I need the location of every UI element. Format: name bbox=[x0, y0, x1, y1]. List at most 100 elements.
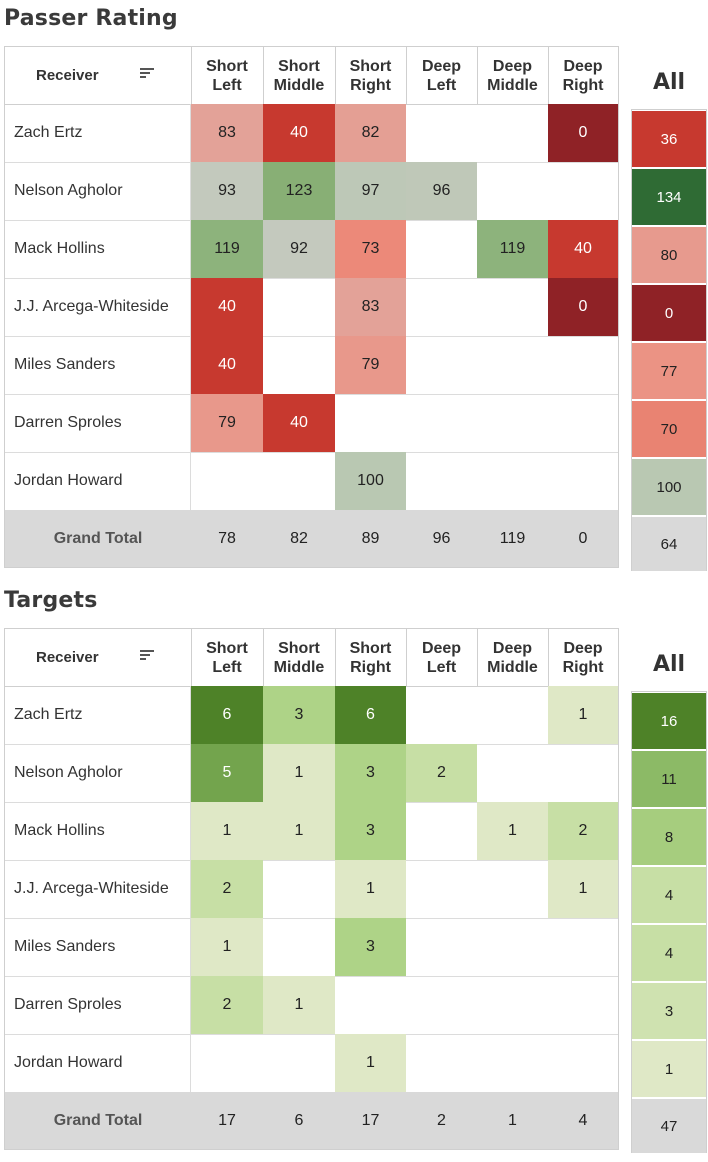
rating-title: Passer Rating bbox=[4, 6, 178, 31]
all-value-cell: 80 bbox=[632, 227, 706, 283]
targets-column-header[interactable]: Short Middle bbox=[263, 629, 336, 686]
value-cell: 1 bbox=[335, 1034, 406, 1092]
value-cell: 40 bbox=[548, 220, 618, 278]
grand-total-cell: 89 bbox=[361, 529, 380, 547]
all-value-cell: 134 bbox=[632, 169, 706, 225]
value-cell: 92 bbox=[263, 220, 335, 278]
rating-column-header[interactable]: Short Right bbox=[335, 47, 407, 104]
value-cell: 83 bbox=[191, 104, 263, 162]
value-cell: 2 bbox=[548, 802, 618, 860]
value-cell: 3 bbox=[335, 918, 406, 976]
value-cell: 1 bbox=[548, 686, 618, 744]
sort-icon-bar bbox=[140, 654, 150, 656]
sort-icon-bar bbox=[140, 72, 150, 74]
table-row: Zach Ertz 6 3 6 1 bbox=[5, 686, 618, 745]
value-cell: 40 bbox=[263, 104, 335, 162]
value-cell: 83 bbox=[335, 278, 406, 336]
table-row: Darren Sproles 79 40 bbox=[5, 394, 618, 453]
all-value-cell: 1 bbox=[632, 1041, 706, 1097]
receiver-header-label: Receiver bbox=[36, 67, 99, 84]
table-row: Mack Hollins 1 1 3 1 2 bbox=[5, 802, 618, 861]
receiver-name: Zach Ertz bbox=[5, 104, 191, 162]
targets-all-column: 16 11 8 4 4 3 1 47 bbox=[631, 691, 707, 1153]
receiver-name: Zach Ertz bbox=[5, 686, 191, 744]
rating-receiver-header[interactable]: Receiver bbox=[5, 47, 192, 104]
receiver-name: Darren Sproles bbox=[5, 394, 191, 452]
grand-total-cell: 17 bbox=[218, 1111, 236, 1129]
receiver-header-label: Receiver bbox=[36, 649, 99, 666]
all-value-cell: 100 bbox=[632, 459, 706, 515]
table-row: Miles Sanders 1 3 bbox=[5, 918, 618, 977]
receiver-name: Jordan Howard bbox=[5, 452, 191, 510]
value-cell: 96 bbox=[406, 162, 477, 220]
value-cell: 1 bbox=[191, 918, 263, 976]
rating-column-header[interactable]: Short Middle bbox=[263, 47, 336, 104]
rating-header-row: Receiver Short Left Short Middle Short Righ… bbox=[5, 47, 619, 105]
value-cell: 97 bbox=[335, 162, 406, 220]
value-cell: 1 bbox=[335, 860, 406, 918]
all-value-cell: 4 bbox=[632, 867, 706, 923]
targets-column-header[interactable]: Short Left bbox=[191, 629, 264, 686]
targets-title: Targets bbox=[4, 588, 98, 613]
table-row: Jordan Howard 100 bbox=[5, 452, 618, 511]
value-cell: 6 bbox=[191, 686, 263, 744]
value-cell: 119 bbox=[477, 220, 548, 278]
receiver-name: Nelson Agholor bbox=[5, 162, 191, 220]
value-cell: 1 bbox=[263, 744, 335, 802]
targets-column-header[interactable]: Deep Left bbox=[406, 629, 478, 686]
receiver-name: Mack Hollins bbox=[5, 802, 191, 860]
sort-icon[interactable] bbox=[140, 650, 156, 664]
value-cell: 6 bbox=[335, 686, 406, 744]
all-value-cell: 8 bbox=[632, 809, 706, 865]
sort-icon-bar bbox=[140, 76, 146, 78]
value-cell: 40 bbox=[191, 278, 263, 336]
all-value-cell: 3 bbox=[632, 983, 706, 1039]
targets-receiver-header[interactable]: Receiver bbox=[5, 629, 192, 686]
rating-column-header[interactable]: Deep Left bbox=[406, 47, 478, 104]
value-cell: 2 bbox=[406, 744, 477, 802]
table-row: Jordan Howard 1 bbox=[5, 1034, 618, 1093]
grand-total-cell: 4 bbox=[578, 1111, 588, 1129]
all-value-cell: 16 bbox=[632, 693, 706, 749]
all-total-cell: 47 bbox=[632, 1099, 706, 1153]
sort-icon-bar bbox=[140, 658, 146, 660]
table-row: Darren Sproles 2 1 bbox=[5, 976, 618, 1035]
value-cell: 5 bbox=[191, 744, 263, 802]
value-cell: 119 bbox=[191, 220, 263, 278]
value-cell: 2 bbox=[191, 976, 263, 1034]
receiver-name: Nelson Agholor bbox=[5, 744, 191, 802]
targets-column-header[interactable]: Deep Right bbox=[548, 629, 619, 686]
rating-column-header[interactable]: Deep Right bbox=[548, 47, 619, 104]
grand-total-cell: 78 bbox=[218, 529, 236, 547]
value-cell: 1 bbox=[477, 802, 548, 860]
rating-all-header: All bbox=[652, 70, 686, 95]
table-row: Miles Sanders 40 79 bbox=[5, 336, 618, 395]
rating-column-header[interactable]: Short Left bbox=[191, 47, 264, 104]
rating-grand-total-row: Grand Total 78 82 89 96 119 0 bbox=[5, 510, 618, 567]
table-row: J.J. Arcega-Whiteside 40 83 0 bbox=[5, 278, 618, 337]
targets-section: Targets Receiver Short Left Short Middle Sho… bbox=[0, 582, 708, 1162]
all-value-cell: 70 bbox=[632, 401, 706, 457]
table-row: Zach Ertz 83 40 82 0 bbox=[5, 104, 618, 163]
targets-column-header[interactable]: Short Right bbox=[335, 629, 407, 686]
grand-total-cell: 1 bbox=[508, 1111, 517, 1129]
receiver-name: Jordan Howard bbox=[5, 1034, 191, 1092]
table-row: J.J. Arcega-Whiteside 2 1 1 bbox=[5, 860, 618, 919]
value-cell: 1 bbox=[263, 802, 335, 860]
value-cell: 100 bbox=[335, 452, 406, 510]
value-cell: 40 bbox=[191, 336, 263, 394]
receiver-name: Miles Sanders bbox=[5, 918, 191, 976]
rating-table: Receiver Short Left Short Middle Short Righ… bbox=[4, 46, 619, 568]
rating-column-header[interactable]: Deep Middle bbox=[477, 47, 549, 104]
grand-total-label: Grand Total bbox=[53, 1111, 143, 1129]
receiver-name: Darren Sproles bbox=[5, 976, 191, 1034]
targets-column-header[interactable]: Deep Middle bbox=[477, 629, 549, 686]
value-cell: 40 bbox=[263, 394, 335, 452]
all-value-cell: 4 bbox=[632, 925, 706, 981]
value-cell: 123 bbox=[263, 162, 335, 220]
value-cell: 1 bbox=[263, 976, 335, 1034]
grand-total-cell: 17 bbox=[361, 1111, 380, 1129]
sort-icon[interactable] bbox=[140, 68, 156, 82]
table-row: Mack Hollins 119 92 73 119 40 bbox=[5, 220, 618, 279]
receiver-name: Mack Hollins bbox=[5, 220, 191, 278]
